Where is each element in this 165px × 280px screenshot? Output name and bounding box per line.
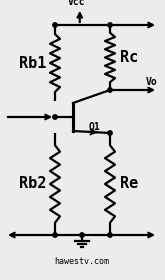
Circle shape xyxy=(53,233,57,237)
Text: Rb2: Rb2 xyxy=(19,176,47,192)
Circle shape xyxy=(108,88,112,92)
Circle shape xyxy=(108,233,112,237)
Text: Vcc: Vcc xyxy=(68,0,86,7)
Text: Rb1: Rb1 xyxy=(19,55,47,71)
Text: Q1: Q1 xyxy=(89,122,101,132)
Circle shape xyxy=(108,131,112,135)
Circle shape xyxy=(53,115,57,119)
Circle shape xyxy=(108,23,112,27)
Text: Rc: Rc xyxy=(120,50,138,65)
Circle shape xyxy=(53,23,57,27)
Circle shape xyxy=(80,233,84,237)
Text: Vo: Vo xyxy=(145,77,157,87)
Text: Re: Re xyxy=(120,176,138,192)
Text: hawestv.com: hawestv.com xyxy=(54,257,110,266)
